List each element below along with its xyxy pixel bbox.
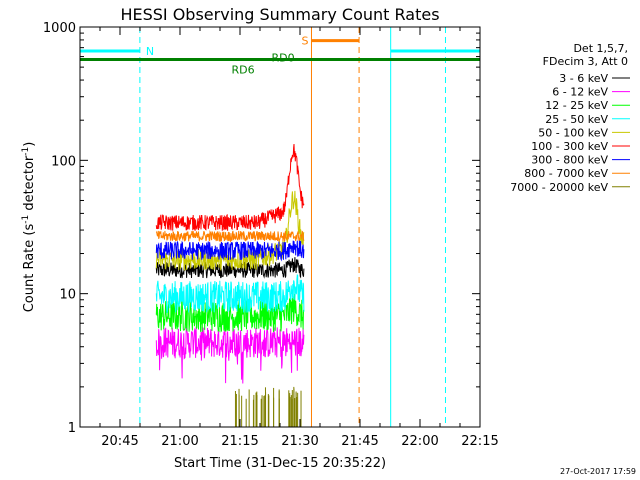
y-axis-title-sup: -1	[21, 215, 31, 224]
legend-entry-label: 100 - 300 keV	[531, 140, 608, 153]
y-axis-title-part: detector	[22, 155, 37, 215]
y-axis-title-part: Count Rate (s	[22, 224, 37, 313]
legend-header-line: FDecim 3, Att 0	[543, 55, 628, 68]
series-line	[155, 229, 305, 243]
flag-label: N	[146, 45, 154, 58]
legend-entry-label: 300 - 800 keV	[531, 154, 608, 167]
x-tick-label: 21:15	[221, 434, 258, 449]
x-axis-title: Start Time (31-Dec-15 20:35:22)	[174, 456, 386, 471]
y-tick-label: 1	[68, 421, 76, 436]
legend-entry-label: 7000 - 20000 keV	[510, 181, 608, 194]
legend-entry-label: 3 - 6 keV	[559, 72, 608, 85]
plot-area: N S RD0 RD6	[79, 26, 481, 428]
y-axis-title: Count Rate (s-1 detector-1)	[21, 142, 37, 313]
legend-entry-label: 800 - 7000 keV	[524, 167, 608, 180]
chart-title: HESSI Observing Summary Count Rates	[120, 5, 439, 24]
y-tick-label: 10	[59, 288, 76, 303]
x-tick-label: 21:00	[161, 434, 198, 449]
x-tick-label: 21:45	[341, 434, 378, 449]
flag-label: RD6	[231, 64, 254, 77]
series-line	[155, 143, 305, 231]
series-line	[155, 240, 305, 262]
x-tick-label: 21:30	[281, 434, 318, 449]
legend-entry-label: 12 - 25 keV	[545, 99, 608, 112]
x-tick-label: 22:00	[401, 434, 438, 449]
footer-timestamp: 27-Oct-2017 17:59	[560, 467, 636, 476]
flag-label: RD0	[271, 52, 294, 65]
series-line	[155, 273, 305, 314]
legend-entry-label: 25 - 50 keV	[545, 113, 608, 126]
legend-entry-label: 50 - 100 keV	[538, 126, 608, 139]
y-tick-label: 100	[51, 154, 76, 169]
x-tick-label: 22:15	[461, 434, 498, 449]
legend-entry-label: 6 - 12 keV	[552, 86, 608, 99]
series-line	[155, 257, 305, 279]
x-tick-label: 20:45	[101, 434, 138, 449]
y-axis-title-sup: -1	[21, 147, 31, 156]
y-tick-label: 1000	[43, 21, 76, 36]
legend-header-line: Det 1,5,7,	[573, 42, 628, 55]
flag-label: S	[301, 35, 308, 48]
y-axis-title-part: )	[22, 142, 37, 147]
series-line	[155, 326, 305, 384]
